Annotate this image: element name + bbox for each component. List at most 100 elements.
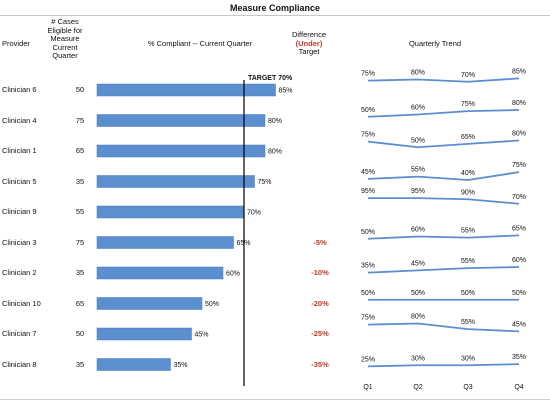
trend-point-label: 60%	[411, 105, 425, 112]
trend-point-label: 25%	[361, 356, 375, 363]
quarter-label: Q2	[413, 384, 422, 391]
trend-point-label: 50%	[411, 137, 425, 144]
header-difference: Difference (Under) Target	[280, 30, 338, 57]
difference-value: -20%	[311, 298, 329, 308]
compliance-bar	[96, 266, 224, 280]
trend-line	[367, 322, 520, 333]
trend-line	[367, 109, 520, 118]
provider-label: Clinician 8	[2, 359, 37, 369]
header-cases: # Cases Eligible for Measure Current Qua…	[40, 17, 90, 61]
trend-point-label: 90%	[461, 189, 475, 196]
trend-line	[367, 171, 520, 181]
provider-label: Clinician 9	[2, 207, 37, 216]
difference-value: -5%	[313, 237, 327, 247]
quarter-label: Q1	[363, 384, 372, 391]
compliance-bar	[96, 175, 255, 188]
trend-line	[367, 266, 520, 274]
trend-point-label: 80%	[512, 131, 526, 138]
trend-point-label: 50%	[361, 290, 375, 297]
bar-value-label: 35%	[174, 362, 188, 369]
trend-point-label: 50%	[461, 290, 475, 297]
difference-value: -10%	[311, 268, 329, 277]
trend-point-label: 95%	[361, 188, 375, 195]
bar-value-label: 50%	[205, 301, 219, 308]
header-provider: Provider	[2, 39, 30, 48]
trend-point-label: 95%	[411, 188, 425, 195]
header-cases-line-5: Quarter	[52, 51, 78, 60]
trend-point-label: 50%	[411, 290, 425, 297]
trend-point-label: 40%	[461, 170, 475, 177]
trend-point-label: 80%	[512, 100, 526, 107]
trend-point-label: 45%	[361, 169, 375, 176]
trend-point-label: 60%	[512, 257, 526, 264]
trend-point-label: 75%	[461, 101, 475, 108]
trend-point-label: 85%	[512, 68, 526, 75]
trend-point-label: 55%	[461, 319, 475, 326]
trend-point-label: 55%	[461, 228, 475, 235]
provider-label: Clinician 4	[2, 115, 37, 125]
header-cases-line-1: # Cases	[51, 17, 79, 26]
header-cases-line-4: Current	[52, 42, 78, 52]
trend-point-label: 50%	[361, 107, 375, 114]
trend-point-label: 60%	[411, 227, 425, 234]
provider-label: Clinician 1	[2, 146, 37, 155]
header-cases-line-3: Measure	[50, 34, 80, 43]
trend-point-label: 65%	[512, 225, 526, 232]
target-label: TARGET 70%	[248, 75, 293, 82]
cases-value: 75	[75, 115, 85, 125]
trend-point-label: 70%	[461, 72, 475, 79]
trend-line	[368, 197, 520, 205]
trend-point-label: 45%	[411, 260, 425, 267]
trend-point-label: 30%	[411, 355, 425, 362]
quarter-label: Q3	[463, 384, 472, 391]
header-difference-line-3: Target	[298, 47, 320, 56]
trend-line	[367, 139, 520, 149]
provider-label: Clinician 2	[2, 268, 37, 277]
compliance-bar	[96, 327, 192, 341]
quarter-label: Q4	[514, 384, 523, 391]
cases-value: 65	[75, 298, 85, 308]
provider-label: Clinician 10	[2, 298, 41, 308]
chart-title: Measure Compliance	[229, 3, 321, 13]
trend-point-label: 45%	[512, 321, 526, 328]
trend-point-label: 50%	[361, 229, 375, 236]
trend-point-label: 35%	[512, 354, 526, 361]
header-cases-line-2: Eligible for	[47, 25, 83, 35]
compliance-bar	[96, 83, 276, 97]
provider-label: Clinician 7	[2, 329, 37, 338]
cases-value: 50	[75, 329, 85, 338]
bar-value-label: 80%	[268, 118, 282, 125]
trend-point-label: 55%	[411, 167, 425, 174]
cases-value: 35	[75, 176, 85, 186]
bar-value-label: 75%	[258, 179, 272, 186]
trend-point-label: 80%	[411, 314, 425, 321]
trend-line	[367, 363, 520, 368]
compliance-bar	[96, 144, 266, 158]
compliance-bar	[96, 114, 266, 127]
bar-value-label: 80%	[268, 149, 282, 156]
provider-label: Clinician 3	[2, 237, 37, 247]
trend-line	[367, 77, 520, 83]
compliance-bar	[96, 297, 203, 310]
trend-point-label: 50%	[512, 290, 526, 297]
trend-point-label: 70%	[512, 194, 526, 201]
header-difference-line-1: Difference	[291, 30, 327, 39]
trend-point-label: 75%	[361, 71, 375, 78]
bar-value-label: 60%	[226, 271, 240, 278]
compliance-bar	[96, 205, 245, 219]
trend-point-label: 30%	[461, 355, 475, 362]
trend-point-label: 65%	[461, 134, 475, 141]
compliance-bar	[96, 358, 171, 371]
bar-value-label: 45%	[195, 332, 209, 339]
bar-value-label: 70%	[247, 210, 261, 217]
header-compliant: % Compliant -- Current Quarter	[147, 39, 253, 48]
cases-value: 75	[75, 237, 85, 247]
cases-value: 50	[75, 85, 85, 94]
trend-point-label: 75%	[361, 132, 375, 139]
provider-label: Clinician 6	[2, 85, 37, 94]
trend-point-label: 75%	[361, 315, 375, 322]
bar-value-label: 85%	[279, 88, 293, 95]
compliance-bar	[96, 236, 234, 249]
difference-value: -35%	[311, 359, 329, 369]
